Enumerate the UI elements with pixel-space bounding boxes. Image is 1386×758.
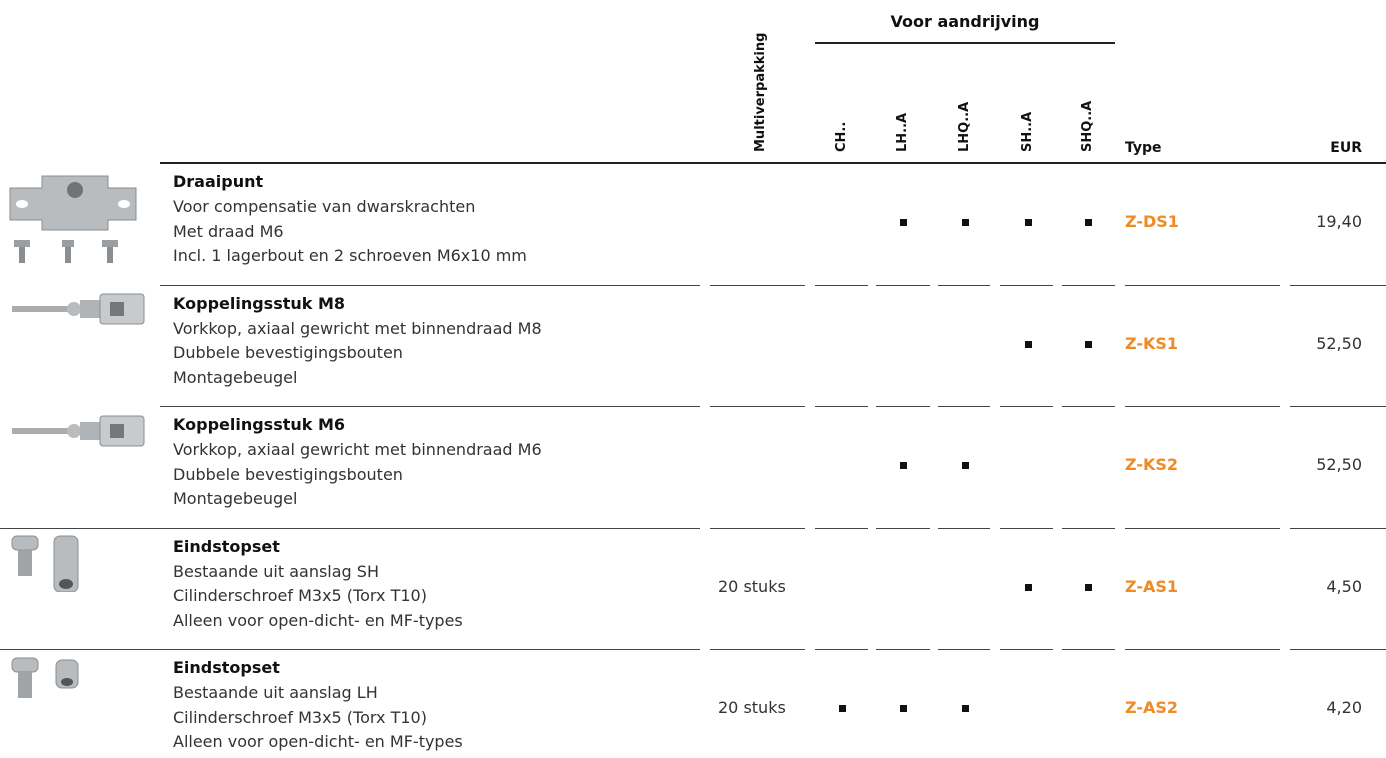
drive-marker: [1085, 219, 1092, 226]
group-underline: [815, 42, 1115, 44]
price-header: EUR: [1330, 140, 1362, 156]
item-line: Incl. 1 lagerbout en 2 schroeven M6x10 m…: [173, 246, 527, 265]
drive-marker: [839, 705, 846, 712]
row-rule: [1125, 649, 1280, 650]
type-code: Z-AS1: [1125, 576, 1178, 596]
item-line: Bestaande uit aanslag LH: [173, 683, 378, 702]
row-rule: [0, 649, 700, 650]
group-header: Voor aandrijving: [890, 12, 1040, 31]
row-rule: [1000, 284, 1053, 286]
item-title: Eindstopset: [173, 658, 280, 677]
row-rule: [876, 406, 930, 407]
price: 19,40: [1316, 212, 1362, 231]
drive-header: LH..A: [895, 112, 910, 152]
item-title: Koppelingsstuk M6: [173, 415, 346, 434]
row-rule: [1290, 649, 1386, 650]
type-code: Z-AS2: [1125, 698, 1178, 717]
row-rule: [1000, 527, 1053, 529]
item-line: Voor compensatie van dwarskrachten: [173, 197, 476, 216]
drive-marker: [962, 462, 969, 469]
product-image: [9, 175, 137, 263]
row-rule: [938, 527, 990, 529]
item-line: Montagebeugel: [173, 489, 298, 508]
row-rule: [1062, 527, 1115, 529]
row-rule: [815, 649, 868, 650]
row-rule: [710, 649, 805, 650]
item-title: Eindstopset: [173, 536, 280, 556]
price: 4,20: [1326, 698, 1362, 717]
drive-marker: [900, 705, 907, 712]
drive-marker: [900, 219, 907, 226]
drive-marker: [1085, 583, 1092, 591]
row-rule: [938, 284, 990, 286]
type-code: Z-DS1: [1125, 212, 1179, 231]
item-line: Dubbele bevestigingsbouten: [173, 343, 403, 362]
drive-header: SH..A: [1020, 111, 1035, 152]
item-title: Draaipunt: [173, 172, 264, 191]
row-rule: [876, 527, 930, 529]
row-rule: [1125, 406, 1280, 407]
row-rule: [876, 284, 930, 286]
row-rule: [1000, 649, 1053, 650]
row-rule: [1062, 284, 1115, 286]
item-line: Bestaande uit aanslag SH: [173, 561, 379, 581]
row-rule: [710, 406, 805, 407]
item-line: Met draad M6: [173, 221, 284, 241]
row-rule: [815, 406, 868, 407]
row-rule: [1290, 527, 1386, 529]
row-rule: [1290, 284, 1386, 286]
drive-header: CH..: [834, 121, 849, 152]
multipack: 20 stuks: [718, 576, 786, 596]
type-code: Z-KS1: [1125, 333, 1179, 353]
drive-marker: [1085, 340, 1092, 348]
price: 4,50: [1326, 576, 1362, 596]
row-rule: [0, 527, 700, 529]
product-image: [11, 535, 79, 592]
row-rule: [1062, 406, 1115, 407]
drive-marker: [1025, 340, 1032, 348]
item-line: Dubbele bevestigingsbouten: [173, 464, 403, 484]
product-image: [11, 657, 79, 698]
row-rule: [815, 284, 868, 286]
row-rule: [1125, 284, 1280, 286]
item-line: Vorkkop, axiaal gewricht met binnendraad…: [173, 318, 542, 338]
product-image: [12, 293, 145, 325]
row-rule: [938, 649, 990, 650]
type-header: Type: [1125, 140, 1162, 156]
row-rule: [710, 527, 805, 529]
drive-header: LHQ..A: [957, 101, 972, 152]
row-rule: [1125, 527, 1280, 529]
drive-header: SHQ..A: [1080, 100, 1095, 152]
drive-marker: [962, 705, 969, 712]
item-line: Alleen voor open-dicht- en MF-types: [173, 610, 463, 630]
row-rule: [1290, 406, 1386, 407]
row-rule: [160, 284, 700, 286]
product-image: [12, 415, 145, 447]
price: 52,50: [1316, 333, 1362, 353]
row-rule: [710, 284, 805, 286]
multipack-header: Multiverpakking: [753, 32, 768, 152]
header-rule: [160, 162, 1386, 164]
item-title: Koppelingsstuk M8: [173, 293, 346, 313]
row-rule: [1062, 649, 1115, 650]
row-rule: [876, 649, 930, 650]
price: 52,50: [1316, 455, 1362, 474]
row-rule: [815, 527, 868, 529]
drive-marker: [900, 462, 907, 469]
item-line: Montagebeugel: [173, 367, 298, 387]
item-line: Cilinderschroef M3x5 (Torx T10): [173, 707, 427, 727]
drive-marker: [1025, 583, 1032, 591]
item-line: Cilinderschroef M3x5 (Torx T10): [173, 586, 427, 605]
row-rule: [938, 406, 990, 407]
row-rule: [160, 406, 700, 407]
type-code: Z-KS2: [1125, 455, 1179, 474]
item-line: Alleen voor open-dicht- en MF-types: [173, 732, 463, 751]
row-rule: [1000, 406, 1053, 407]
multipack: 20 stuks: [718, 698, 786, 717]
drive-marker: [1025, 219, 1032, 226]
drive-marker: [962, 219, 969, 226]
item-line: Vorkkop, axiaal gewricht met binnendraad…: [173, 440, 542, 459]
